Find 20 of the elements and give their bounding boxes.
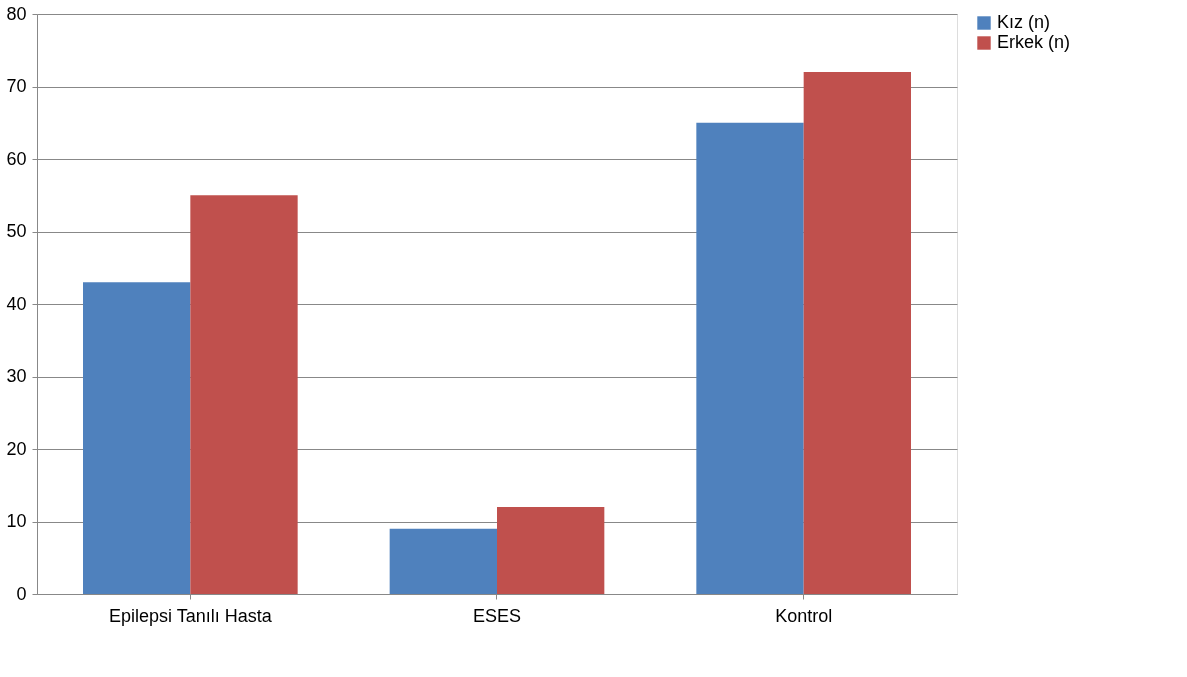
x-tick-label: Epilepsi Tanılı Hasta [108, 605, 273, 626]
y-tick-label: 40 [6, 293, 27, 314]
y-tick-label: 50 [6, 221, 27, 241]
x-tick-label: Kontrol [775, 605, 833, 626]
y-tick-label: 10 [6, 511, 27, 531]
x-tick-label: ESES [472, 605, 522, 626]
bar [83, 282, 191, 594]
y-tick-label: 70 [6, 76, 27, 96]
y-tick-label: 30 [6, 366, 27, 386]
y-tick-label: 20 [6, 438, 27, 459]
bar [696, 122, 804, 594]
y-tick-label: 0 [16, 583, 27, 604]
y-tick-label: 80 [6, 3, 27, 24]
legend-label: Erkek (n) [997, 32, 1071, 52]
bar [497, 507, 605, 594]
legend-label: Kız (n) [997, 12, 1051, 32]
bar [190, 195, 298, 594]
y-tick-label: 60 [6, 148, 27, 169]
bar [389, 528, 497, 594]
bar [803, 72, 911, 594]
